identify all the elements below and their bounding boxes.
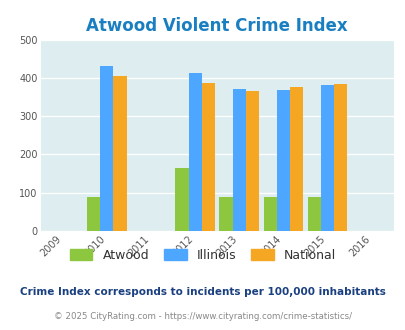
Text: Crime Index corresponds to incidents per 100,000 inhabitants: Crime Index corresponds to incidents per… (20, 287, 385, 297)
Legend: Atwood, Illinois, National: Atwood, Illinois, National (65, 244, 340, 267)
Bar (232, 88, 245, 231)
Bar (333, 84, 347, 231)
Bar (276, 90, 289, 231)
Bar (219, 197, 232, 231)
Bar (320, 85, 333, 231)
Bar (289, 87, 303, 231)
Bar (307, 197, 320, 231)
Title: Atwood Violent Crime Index: Atwood Violent Crime Index (86, 17, 347, 35)
Bar (201, 83, 215, 231)
Bar (245, 90, 258, 231)
Bar (175, 168, 188, 231)
Bar (100, 66, 113, 231)
Bar (87, 197, 100, 231)
Text: © 2025 CityRating.com - https://www.cityrating.com/crime-statistics/: © 2025 CityRating.com - https://www.city… (54, 312, 351, 321)
Bar (263, 197, 276, 231)
Bar (188, 73, 201, 231)
Bar (113, 76, 126, 231)
